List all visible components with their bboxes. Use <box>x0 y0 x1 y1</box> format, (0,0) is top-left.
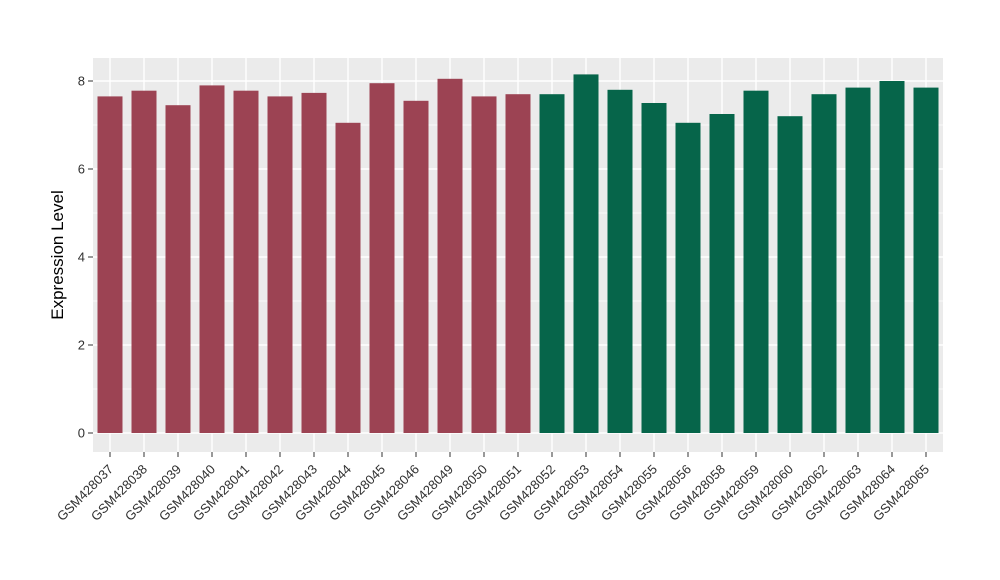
bar-GSM428062 <box>811 94 837 433</box>
bar-GSM428037 <box>97 96 123 434</box>
bar-GSM428056 <box>675 122 701 434</box>
y-tick-label: 0 <box>78 426 85 441</box>
bar-GSM428051 <box>505 94 531 433</box>
bar-GSM428060 <box>777 116 803 433</box>
bar-GSM428040 <box>199 85 225 434</box>
bar-GSM428039 <box>165 105 191 433</box>
bar-GSM428046 <box>403 100 429 434</box>
bar-GSM428059 <box>743 90 769 434</box>
bar-GSM428050 <box>471 96 497 434</box>
y-tick-label: 2 <box>78 338 85 353</box>
bar-GSM428042 <box>267 96 293 434</box>
bar-GSM428052 <box>539 94 565 433</box>
bar-GSM428049 <box>437 78 463 434</box>
bar-GSM428065 <box>913 87 939 433</box>
bar-GSM428044 <box>335 122 361 434</box>
bar-GSM428041 <box>233 90 259 434</box>
bar-GSM428053 <box>573 74 599 434</box>
y-axis-title: Expression Level <box>48 190 67 319</box>
y-tick-label: 6 <box>78 162 85 177</box>
bar-GSM428064 <box>879 81 905 433</box>
bar-GSM428055 <box>641 103 667 433</box>
bar-GSM428043 <box>301 92 327 433</box>
bar-GSM428054 <box>607 89 633 434</box>
y-tick-label: 8 <box>78 74 85 89</box>
bar-GSM428038 <box>131 90 157 434</box>
bar-GSM428063 <box>845 87 871 433</box>
y-tick-label: 4 <box>78 250 85 265</box>
bar-GSM428058 <box>709 114 735 433</box>
bar-GSM428045 <box>369 83 395 433</box>
